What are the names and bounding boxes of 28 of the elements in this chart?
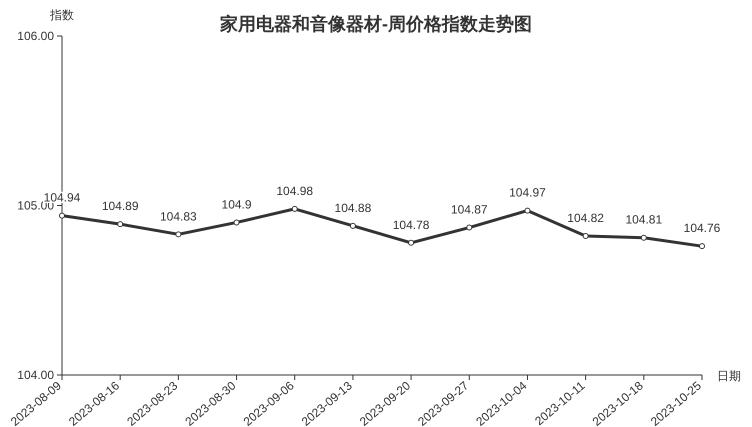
- point: [466, 224, 472, 231]
- point: [408, 240, 414, 246]
- data-label: 104.81: [625, 212, 662, 227]
- point: [640, 234, 647, 241]
- point: [582, 233, 589, 240]
- point: [292, 206, 298, 212]
- data-label: 104.97: [509, 186, 546, 200]
- data-label: 104.98: [276, 184, 314, 198]
- data-label: 104.9: [222, 197, 252, 212]
- point: [699, 243, 705, 250]
- y-tick-label: 104.00: [17, 368, 54, 382]
- point: [59, 212, 65, 219]
- chart-title: 家用电器和音像器材-周价格指数走势图: [219, 14, 532, 34]
- data-label: 104.76: [684, 221, 721, 236]
- point: [117, 221, 124, 228]
- point: [234, 219, 240, 226]
- data-label: 104.83: [160, 209, 198, 224]
- data-label: 104.89: [102, 199, 139, 214]
- y-axis-title: 指数: [49, 8, 74, 22]
- x-axis-title: 日期: [717, 369, 741, 383]
- y-tick-label: 106.00: [17, 29, 54, 43]
- point: [524, 208, 530, 214]
- point: [350, 222, 356, 229]
- point: [175, 231, 182, 238]
- data-label: 104.78: [392, 218, 430, 232]
- data-label: 104.87: [450, 202, 488, 217]
- data-label: 104.82: [567, 211, 604, 226]
- data-label: 104.88: [334, 200, 372, 215]
